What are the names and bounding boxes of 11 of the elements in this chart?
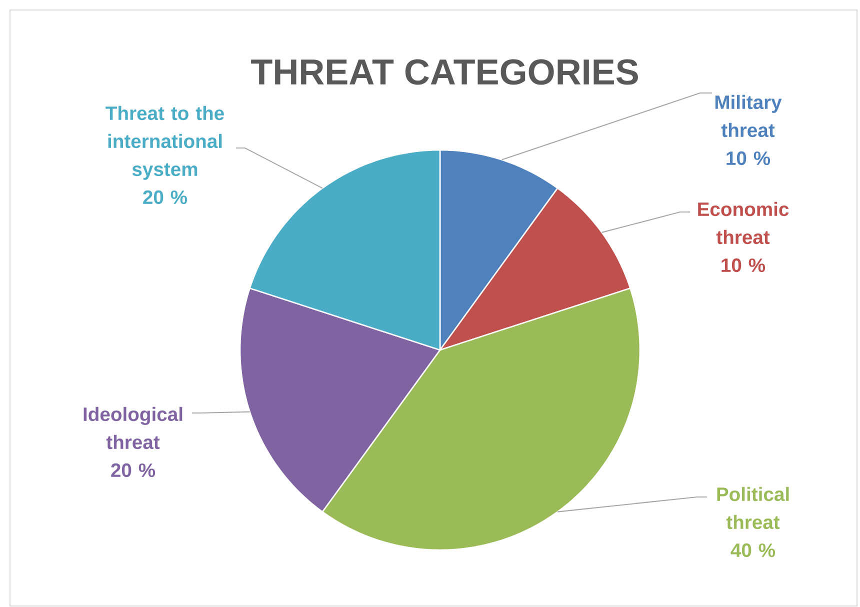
slice-label: Economic threat [698,202,789,244]
data-label: 40 % [730,543,776,558]
slice-label: Military threat [715,94,782,138]
slice-label: Threat to the international system [106,106,224,180]
slice-label: Political threat [717,486,789,530]
data-label: 20 % [111,463,156,478]
data-label: 20 % [143,190,188,204]
data-label: 10 % [726,151,770,166]
slice-label: Ideological threat [84,406,182,450]
chart-title: THREAT CATEGORIES [251,59,638,85]
data-label: 10 % [722,258,766,272]
